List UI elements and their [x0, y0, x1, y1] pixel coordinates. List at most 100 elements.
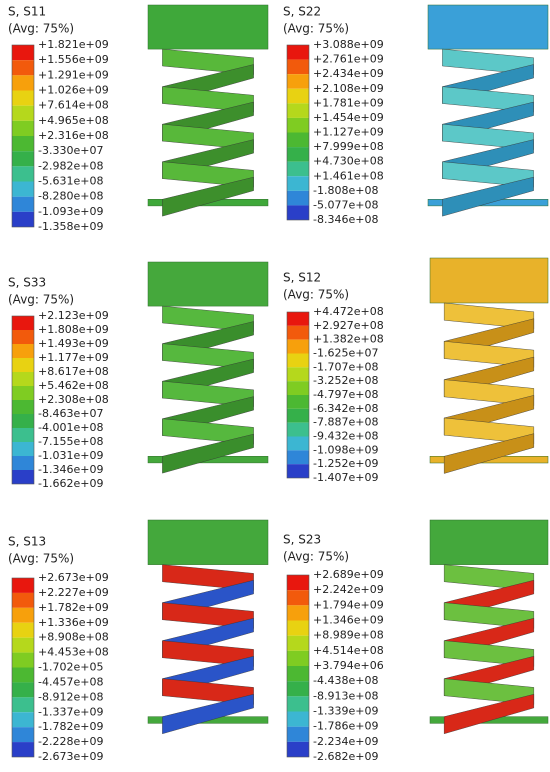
legend-band: [287, 176, 309, 191]
legend-band: [287, 422, 309, 437]
legend-band: [287, 395, 309, 409]
legend-label: +5.462e+08: [38, 379, 109, 392]
legend-band: [12, 592, 34, 608]
spring: [427, 4, 549, 217]
legend-band: [287, 353, 309, 368]
legend-band: [287, 325, 309, 340]
legend-band: [12, 60, 34, 76]
legend-band: [287, 650, 309, 666]
legend-band: [287, 45, 309, 60]
legend-band: [287, 312, 309, 326]
legend-frame: [11, 577, 35, 758]
legend-band: [12, 386, 34, 400]
legend-band: [287, 635, 309, 651]
legend-label: -9.432e+08: [313, 430, 378, 443]
legend-label: +2.308e+08: [38, 393, 109, 406]
legend-label: -1.358e+09: [38, 220, 103, 233]
legend-label: -1.782e+09: [38, 720, 103, 733]
legend-label: -2.682e+09: [313, 750, 378, 763]
legend-label: +1.382e+08: [313, 333, 384, 346]
legend-band: [287, 117, 309, 133]
legend-band: [12, 742, 34, 757]
legend-label: -8.346e+08: [313, 213, 378, 226]
spring-cap-top: [427, 4, 549, 50]
panel-avg: (Avg: 75%): [8, 22, 74, 36]
legend-label: -1.031e+09: [38, 449, 103, 462]
legend-band: [12, 166, 34, 182]
legend-label: -1.625e+07: [313, 347, 378, 360]
legend-label: -1.808e+08: [313, 184, 378, 197]
legend-band: [287, 681, 309, 697]
legend-band: [12, 211, 34, 227]
legend-band: [12, 470, 34, 484]
legend-band: [12, 372, 34, 386]
legend-label: +1.493e+09: [38, 337, 109, 350]
legend-label: +3.088e+09: [313, 38, 384, 51]
legend-label: +1.346e+09: [313, 614, 384, 627]
legend-band: [287, 696, 309, 712]
legend-band: [287, 103, 309, 118]
legend-label: -7.155e+08: [38, 435, 103, 448]
legend-band: [287, 605, 309, 621]
legend-band: [12, 428, 34, 442]
legend-band: [287, 339, 309, 354]
legend-band: [12, 637, 34, 653]
panel-title: S, S22: [283, 5, 321, 19]
legend-label: -1.662e+09: [38, 477, 103, 490]
legend-band: [287, 190, 309, 206]
panel-avg: (Avg: 75%): [283, 288, 349, 302]
legend-band: [12, 652, 34, 668]
legend-label: +1.821e+09: [38, 38, 109, 51]
legend-label: +1.026e+09: [38, 84, 109, 97]
legend-band: [12, 316, 34, 330]
spring: [429, 257, 549, 474]
legend-band: [12, 667, 34, 683]
panel-avg: (Avg: 75%): [283, 22, 349, 36]
legend-label: -5.077e+08: [313, 198, 378, 211]
panel-title: S, S12: [283, 271, 321, 285]
legend-band: [12, 358, 34, 372]
legend-label: -1.707e+08: [313, 360, 378, 373]
legend-band: [12, 90, 34, 106]
legend-label: -8.280e+08: [38, 190, 103, 203]
legend-label: +1.781e+09: [313, 96, 384, 109]
spring-coil: [443, 693, 535, 735]
legend-band: [12, 105, 34, 121]
legend-band: [287, 147, 309, 162]
legend-band: [287, 726, 309, 742]
legend-band: [287, 620, 309, 636]
legend-label: +4.453e+08: [38, 646, 109, 659]
legend-band: [287, 88, 309, 104]
legend-label: +8.908e+08: [38, 631, 109, 644]
legend-label: -1.252e+09: [313, 457, 378, 470]
legend-band: [12, 344, 34, 358]
legend-band: [287, 450, 309, 465]
panel-avg: (Avg: 75%): [283, 550, 349, 564]
legend-frame: [11, 44, 35, 228]
panel-avg: (Avg: 75%): [8, 293, 74, 307]
legend-label: +7.614e+08: [38, 99, 109, 112]
legend-label: +1.336e+09: [38, 616, 109, 629]
legend-label: -8.913e+08: [313, 689, 378, 702]
spring-coil: [162, 176, 254, 217]
legend-label: -2.982e+08: [38, 159, 103, 172]
panel-title: S, S13: [8, 535, 46, 549]
legend-label: +2.227e+09: [38, 586, 109, 599]
spring: [147, 261, 269, 474]
legend-label: +2.108e+09: [313, 82, 384, 95]
legend-label: -1.702e+05: [38, 661, 103, 674]
legend-label: +1.808e+09: [38, 323, 109, 336]
legend-band: [287, 741, 309, 757]
legend-band: [12, 697, 34, 713]
legend-label: +2.927e+08: [313, 319, 384, 332]
legend-band: [287, 666, 309, 682]
legend-label: +1.782e+09: [38, 601, 109, 614]
spring-cap-top: [147, 519, 269, 565]
legend-label: +2.242e+09: [313, 583, 384, 596]
legend-label: +2.673e+09: [38, 571, 109, 584]
legend-label: +1.177e+09: [38, 351, 109, 364]
legend-label: +4.730e+08: [313, 155, 384, 168]
spring-cap-top: [147, 4, 269, 50]
legend-band: [12, 196, 34, 212]
legend-label: +2.123e+09: [38, 309, 109, 322]
